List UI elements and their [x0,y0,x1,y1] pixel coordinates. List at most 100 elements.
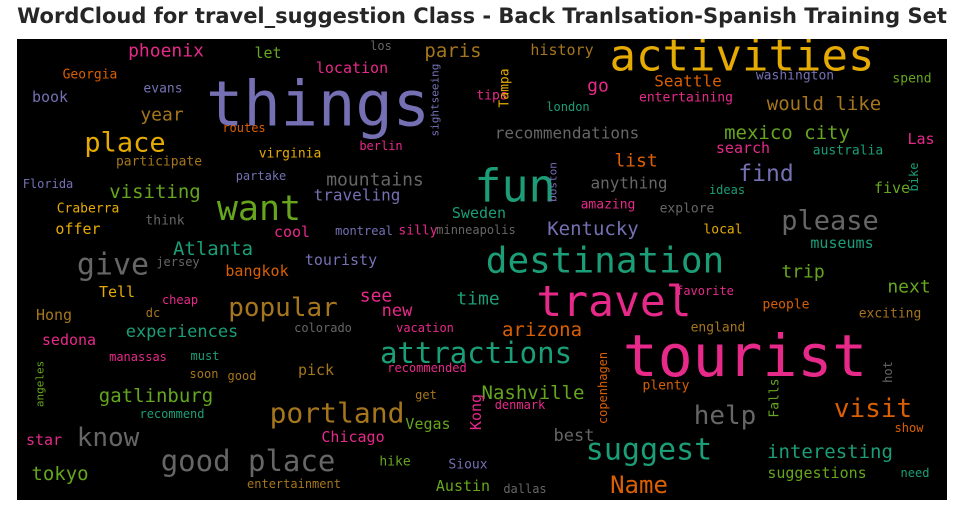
word-hike: hike [379,455,410,470]
word-find: find [738,161,793,187]
word-would-like: would like [767,93,881,115]
word-popular: popular [228,293,338,323]
word-dallas: dallas [503,482,546,496]
word-mexico-city: mexico city [724,122,850,144]
word-dc: dc [146,306,160,320]
word-kong: Kong [467,394,485,430]
word-cheap: cheap [162,293,198,307]
word-georgia: Georgia [63,68,118,83]
word-arizona: arizona [502,319,582,341]
word-time: time [456,289,499,310]
word-silly: silly [398,224,437,239]
word-exciting: exciting [859,307,922,322]
word-must: must [191,349,220,363]
word-think: think [145,214,184,229]
chart-title: WordCloud for travel_suggestion Class - … [17,4,947,28]
word-experiences: experiences [126,322,239,342]
word-visit: visit [834,394,912,424]
word-evans: evans [143,82,182,97]
word-name: Name [610,471,668,499]
word-hong: Hong [36,306,72,324]
word-next: next [887,277,930,298]
word-angeles: angeles [34,361,47,407]
word-see: see [360,286,393,307]
word-portland: portland [270,397,405,430]
word-florida: Florida [23,177,74,191]
word-suggestions: suggestions [767,464,866,482]
word-jersey: jersey [156,255,199,269]
word-destination: destination [486,241,724,282]
word-good-place: good place [161,444,336,478]
word-falls: Falls [768,378,783,417]
word-bike: bike [907,163,921,192]
word-anything: anything [590,174,667,193]
word-tips: tips [476,89,507,104]
word-soon: soon [190,367,219,381]
word-book: book [32,88,68,106]
word-suggest: suggest [586,433,712,468]
word-london: london [546,100,589,114]
word-tampa: Tampa [498,68,513,107]
word-visiting: visiting [109,181,201,203]
word-kentucky: Kentucky [547,218,639,240]
word-copenhagen: copenhagen [596,352,610,424]
word-manassas: manassas [109,350,167,364]
word-interesting: interesting [767,441,893,463]
word-go: go [587,76,609,97]
word-tell: Tell [99,283,135,301]
word-ideas: ideas [709,183,745,197]
word-search: search [716,139,770,157]
word-england: england [691,321,746,336]
word-traveling: traveling [314,186,401,205]
wordcloud-canvas: things tourist activities travel fun destinat… [17,39,947,500]
word-best: best [554,426,595,446]
word-let: let [254,44,281,62]
word-routes: routes [222,121,265,135]
word-gatlinburg: gatlinburg [99,385,213,407]
word-vacation: vacation [396,321,454,335]
word-virginia: virginia [259,147,322,162]
word-help: help [694,401,757,431]
word-star: star [26,431,62,449]
word-cool: cool [274,223,310,241]
word-recommend: recommend [139,407,204,421]
word-activities: activities [610,39,875,82]
word-spend: spend [892,72,931,87]
word-get: get [415,388,437,402]
word-travel: travel [536,277,691,327]
word-bangkok: bangkok [225,262,288,280]
word-attractions: attractions [380,336,572,370]
word-berlin: berlin [359,139,402,153]
word-mountains: mountains [326,170,424,191]
word-participate: participate [116,155,202,170]
word-pick: pick [298,361,334,379]
word-phoenix: phoenix [128,41,204,62]
word-tokyo: tokyo [31,463,88,485]
word-colorado: colorado [294,321,352,335]
word-year: year [140,105,184,126]
word-nashville: Nashville [482,382,585,404]
word-recommendations: recommendations [495,124,640,143]
word-sedona: sedona [42,331,96,349]
word-entertaining: entertaining [639,91,733,106]
word-las: Las [907,130,934,148]
word-partake: partake [236,169,287,183]
word-offer: offer [55,220,100,238]
word-five: five [874,179,910,197]
word-los: los [370,39,392,53]
word-paris: paris [424,40,481,62]
word-history: history [530,41,593,59]
word-vegas: Vegas [405,415,450,433]
word-favorite: favorite [676,284,734,298]
word-trip: trip [781,262,824,283]
word-good: good [228,369,257,383]
word-explore: explore [660,202,715,217]
word-fun: fun [474,160,555,213]
word-denmark: denmark [495,398,546,412]
word-recommended: recommended [387,361,466,375]
word-know: know [77,423,140,453]
word-place: place [84,128,165,159]
word-location: location [316,59,388,77]
word-sightseeing: sightseeing [429,64,442,137]
word-atlanta: Atlanta [173,238,253,260]
